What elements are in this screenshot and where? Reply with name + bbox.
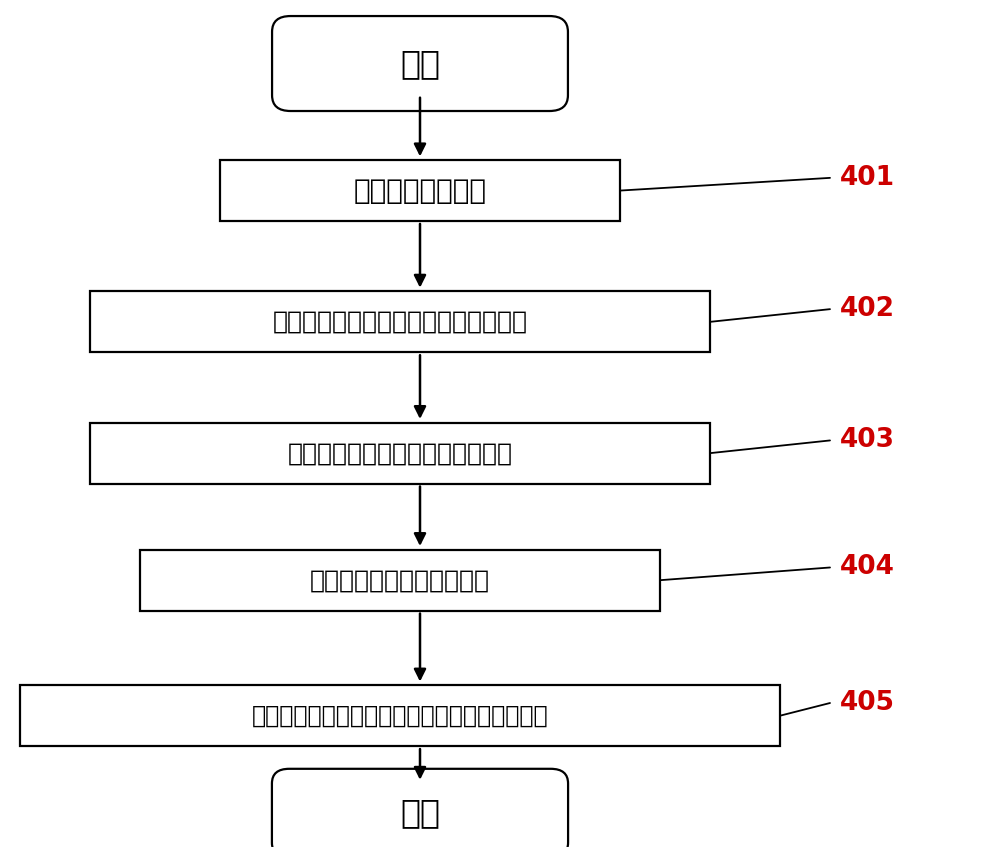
Text: 将复数误差系数转换为幅度、相位数组: 将复数误差系数转换为幅度、相位数组: [272, 310, 528, 334]
FancyBboxPatch shape: [90, 423, 710, 484]
Text: 分波段执行幅度、相位内插: 分波段执行幅度、相位内插: [310, 568, 490, 592]
FancyBboxPatch shape: [272, 769, 568, 847]
Text: 提取原始误差系数: 提取原始误差系数: [354, 176, 486, 205]
FancyBboxPatch shape: [90, 291, 710, 352]
FancyBboxPatch shape: [140, 550, 660, 611]
Text: 开始: 开始: [400, 47, 440, 80]
Text: 将相位数据进行反折叠线性化处理: 将相位数据进行反折叠线性化处理: [288, 441, 512, 465]
FancyBboxPatch shape: [272, 16, 568, 111]
Text: 生成新的误差系数复数数据，回传误差系数矩阵: 生成新的误差系数复数数据，回传误差系数矩阵: [252, 704, 548, 728]
Text: 结束: 结束: [400, 797, 440, 829]
FancyBboxPatch shape: [220, 160, 620, 221]
Text: 404: 404: [840, 555, 895, 580]
Text: 402: 402: [840, 296, 895, 322]
Text: 405: 405: [840, 690, 895, 716]
Text: 401: 401: [840, 165, 895, 191]
FancyBboxPatch shape: [20, 685, 780, 746]
Text: 403: 403: [840, 428, 895, 453]
